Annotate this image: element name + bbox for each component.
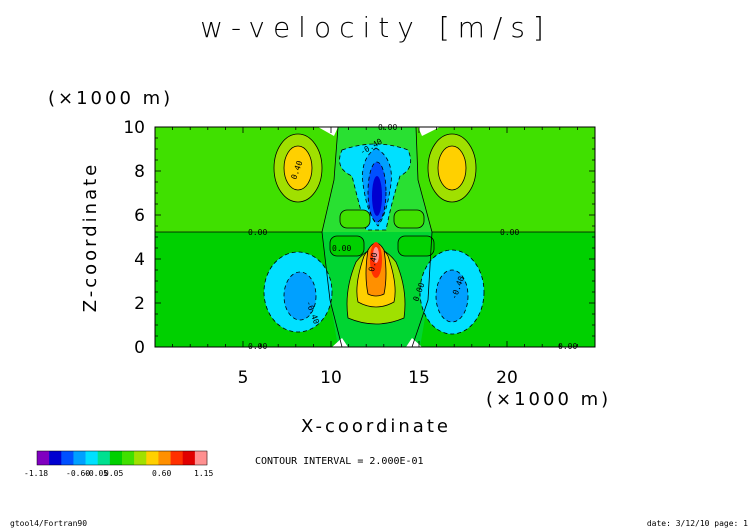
contour-label: 0.40 [367, 252, 379, 273]
x-tick-label: 20 [496, 368, 518, 388]
lobe-lower-right-inner [435, 269, 469, 323]
colorbar-swatch [49, 451, 62, 465]
core-lower-center [373, 247, 379, 263]
colorbar [36, 450, 208, 466]
y-axis-label: Z-coordinate [80, 162, 101, 313]
cell-right-lower [397, 235, 435, 257]
cell-right-upper [393, 209, 425, 229]
core-upper-center [372, 176, 382, 216]
cell-left-lower [329, 235, 365, 257]
lobe-upper-right-inner [437, 145, 467, 191]
colorbar-swatch [85, 451, 99, 465]
y-tick-label: 6 [134, 206, 145, 226]
lobe-lower-left-inner [283, 271, 317, 321]
axis-ticks [154, 126, 596, 348]
footer-left: gtool4/Fortran90 [10, 519, 87, 528]
colorbar-swatch [134, 451, 147, 465]
plot-area [155, 127, 595, 347]
colorbar-swatch [194, 451, 208, 465]
colorbar-label: -0.60 [66, 469, 90, 478]
footer-right: date: 3/12/10 page: 1 [647, 519, 748, 528]
x-axis-unit: (×1000 m) [486, 389, 611, 410]
chart-title: w-velocity [m/s] [200, 11, 552, 44]
white-wedge-bottom-right [406, 338, 422, 347]
colorbar-label: 1.15 [194, 469, 213, 478]
colorbar-swatch [73, 451, 86, 465]
contour-interval-text: CONTOUR INTERVAL = 2.000E-01 [255, 456, 424, 467]
colorbar-swatch [61, 451, 74, 465]
x-axis-label: X-coordinate [301, 416, 451, 437]
colorbar-frame [36, 450, 208, 466]
contour-label: 0.00 [500, 228, 519, 237]
colorbar-swatch [146, 451, 159, 465]
y-tick-label: 4 [134, 250, 145, 270]
x-tick-label: 10 [320, 368, 342, 388]
colorbar-swatch [109, 451, 123, 465]
white-wedge-top-left [318, 127, 338, 136]
colorbar-label: -0.05 [84, 469, 108, 478]
white-wedge-bottom-left [332, 338, 348, 347]
colorbar-swatch [37, 451, 50, 465]
lobe-upper-left-inner [283, 145, 313, 191]
colorbar-swatch [158, 451, 171, 465]
y-tick-label: 2 [134, 294, 145, 314]
colorbar-swatch [170, 451, 184, 465]
y-axis-unit: (×1000 m) [48, 88, 173, 109]
colorbar-label: 0.60 [152, 469, 171, 478]
axis-tick-labels: 5 10 15 20 0 2 4 6 8 10 [123, 118, 517, 388]
y-tick-label: 0 [134, 338, 145, 358]
colorbar-swatch [97, 451, 111, 465]
colorbar-swatch [122, 451, 135, 465]
colorbar-label: -1.18 [24, 469, 48, 478]
y-tick-label: 8 [134, 162, 145, 182]
contour-label: 0.00 [248, 228, 267, 237]
colorbar-swatch [182, 451, 196, 465]
y-tick-label: 10 [123, 118, 145, 138]
colorbar-labels: -1.18 -0.60-0.050.05 0.60 1.15 [24, 469, 213, 478]
cell-left-upper [339, 209, 371, 229]
x-tick-label: 15 [408, 368, 430, 388]
x-tick-label: 5 [238, 368, 249, 388]
zero-contour-column-right [411, 127, 433, 347]
zero-contour-column-left [321, 127, 343, 347]
contour-label: 0.00 [332, 244, 351, 253]
colorbar-label: 0.05 [104, 469, 123, 478]
white-wedge-top-right [418, 127, 440, 136]
